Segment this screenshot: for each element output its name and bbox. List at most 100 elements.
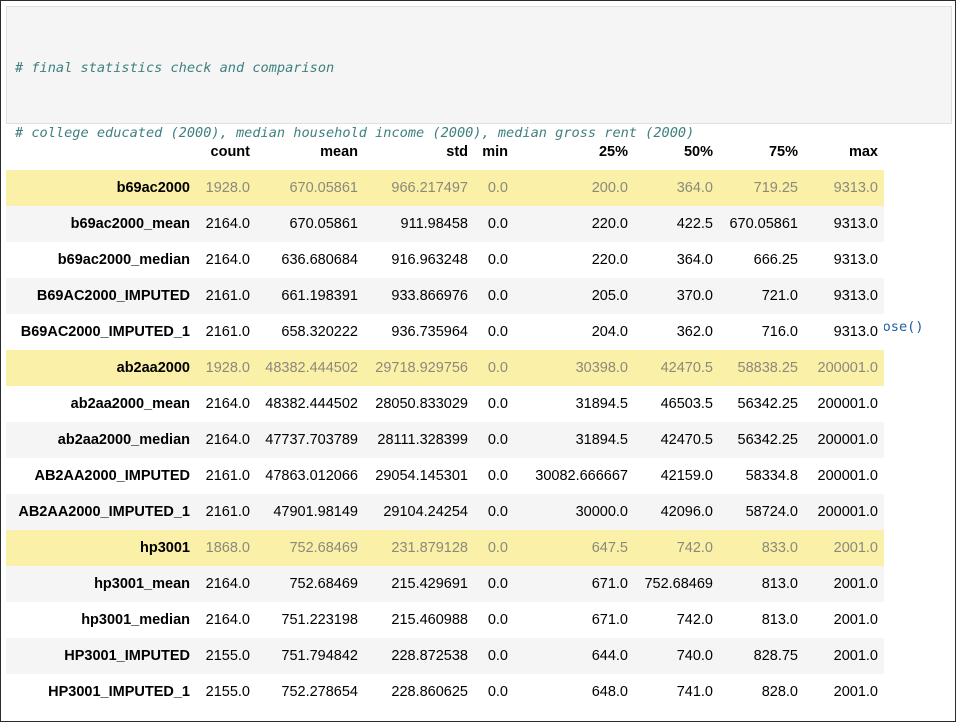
table-cell: 220.0 [591, 252, 628, 268]
table-cell: 752.68469 [644, 576, 713, 592]
table-cell: 47737.703789 [265, 432, 358, 448]
code-line: 'hp3001','hp3001_mean','hp3001_median','… [15, 317, 923, 339]
table-cell: 58838.25 [737, 360, 798, 376]
describe-table: count mean std min 25% 50% 75% max b69ac… [6, 134, 884, 710]
table-cell: 1868.0 [205, 540, 250, 556]
table-cell: 936.735964 [391, 324, 468, 340]
table-cell: 813.0 [761, 612, 798, 628]
table-cell: 716.0 [761, 324, 798, 340]
column-name-string: 'AB2AA2000_IMPUTED' [506, 254, 662, 271]
table-cell: 721.0 [761, 288, 798, 304]
table-cell: 0.0 [487, 684, 508, 700]
comma: , [661, 189, 670, 206]
column-header: 75% [768, 144, 798, 160]
table-cell: 828.75 [753, 648, 798, 664]
table-cell: 1928.0 [205, 180, 250, 196]
table-cell: 2155.0 [205, 684, 250, 700]
table-cell: 0.0 [487, 360, 508, 376]
table-cell: 752.278654 [281, 684, 358, 700]
bracket-close: ]] [718, 319, 736, 336]
table-cell: 752.68469 [289, 540, 358, 556]
table-cell: 364.0 [676, 180, 713, 196]
table-cell: 833.0 [761, 540, 798, 556]
table-cell: 56342.25 [737, 396, 798, 412]
table-cell: 0.0 [487, 576, 508, 592]
table-cell: 200001.0 [817, 468, 878, 484]
table-cell: 30000.0 [575, 504, 628, 520]
table-cell: 48382.444502 [265, 360, 358, 376]
comma: , [203, 254, 212, 271]
table-cell: 644.0 [591, 648, 628, 664]
table-row: HP3001_IMPUTED_1 2155.0 752.278654 228.8606… [6, 674, 884, 710]
row-index-label: HP3001_IMPUTED_1 [48, 684, 190, 700]
table-cell: 2164.0 [205, 216, 250, 232]
table-cell: 28111.328399 [377, 432, 468, 448]
table-row: HP3001_IMPUTED 2155.0 751.794842 228.872538… [6, 638, 884, 674]
table-row-highlighted: ab2aa2000 1928.0 48382.444502 29718.929756 0… [6, 350, 884, 386]
table-cell: 2164.0 [205, 396, 250, 412]
code-comment-line: # final statistics check and comparison [15, 60, 335, 77]
table-cell: 48382.444502 [265, 396, 358, 412]
comma: , [342, 189, 351, 206]
table-cell: 828.0 [761, 684, 798, 700]
table-cell: 47863.012066 [265, 468, 358, 484]
row-index-label: AB2AA2000_IMPUTED_1 [18, 504, 190, 520]
table-cell: 228.860625 [391, 684, 468, 700]
table-cell: 9313.0 [833, 216, 878, 232]
table-cell: 204.0 [591, 324, 628, 340]
row-index-label: hp3001 [140, 540, 190, 556]
column-list-line-3: 'hp3001','hp3001_mean','hp3001_median','… [113, 319, 719, 335]
row-index-label: B69AC2000_IMPUTED_1 [20, 324, 190, 340]
table-cell: 200.0 [591, 180, 628, 196]
table-cell: 670.05861 [289, 180, 358, 196]
column-header: min [482, 144, 508, 160]
table-cell: 2164.0 [205, 252, 250, 268]
comma: , [841, 254, 850, 271]
code-comment-line: # college educated (2000), median househ… [15, 124, 695, 141]
table-cell: 752.68469 [289, 576, 358, 592]
table-row: AB2AA2000_IMPUTED_1 2161.0 47901.98149 2910… [6, 494, 884, 530]
table-cell: 648.0 [591, 684, 628, 700]
table-cell: 916.963248 [391, 252, 468, 268]
table-cell: 2001.0 [833, 648, 878, 664]
table-cell: 370.0 [676, 288, 713, 304]
column-name-string: 'hp3001_median' [301, 319, 425, 336]
table-cell: 933.866976 [391, 288, 468, 304]
table-cell: 0.0 [487, 468, 508, 484]
comma: , [203, 189, 212, 206]
table-cell: 2001.0 [833, 612, 878, 628]
code-cell[interactable]: # final statistics check and comparison … [6, 6, 952, 335]
table-cell: 751.794842 [281, 648, 358, 664]
row-index-label: ab2aa2000_mean [70, 396, 190, 412]
table-cell: 30398.0 [575, 360, 628, 376]
table-cell: 2164.0 [205, 612, 250, 628]
table-cell: 28050.833029 [375, 396, 468, 412]
table-cell: 2161.0 [205, 324, 250, 340]
column-name-string: 'B69AC2000_IMPUTED' [506, 189, 662, 206]
table-cell: 751.223198 [281, 612, 358, 628]
table-cell: 58334.8 [745, 468, 798, 484]
comma: , [497, 189, 507, 206]
table-cell: 58724.0 [745, 504, 798, 520]
table-cell: 0.0 [487, 612, 508, 628]
comma: , [497, 254, 507, 271]
table-row-highlighted: hp3001 1868.0 752.68469 231.879128 0.0 647.5 7… [6, 530, 884, 566]
comma: , [293, 319, 302, 336]
comma: , [178, 319, 187, 336]
code-editor[interactable]: # final statistics check and comparison … [15, 15, 924, 382]
table-cell: 9313.0 [833, 324, 878, 340]
table-cell: 46503.5 [660, 396, 713, 412]
table-cell: 30082.666667 [535, 468, 628, 484]
table-row: b69ac2000_median 2164.0 636.680684 916.9632… [6, 242, 884, 278]
table-cell: 740.0 [676, 648, 713, 664]
comma: , [424, 319, 433, 336]
table-cell: 0.0 [487, 324, 508, 340]
column-name-string: 'hp3001' [113, 319, 179, 336]
table-cell: 29054.145301 [375, 468, 468, 484]
table-cell: 0.0 [487, 504, 508, 520]
column-header: max [848, 144, 878, 160]
code-line: 'ab2aa2000','ab2aa2000_mean','ab2aa2000_… [15, 253, 924, 275]
comma: , [661, 254, 670, 271]
comma: , [841, 189, 850, 206]
table-cell: 31894.5 [575, 396, 628, 412]
